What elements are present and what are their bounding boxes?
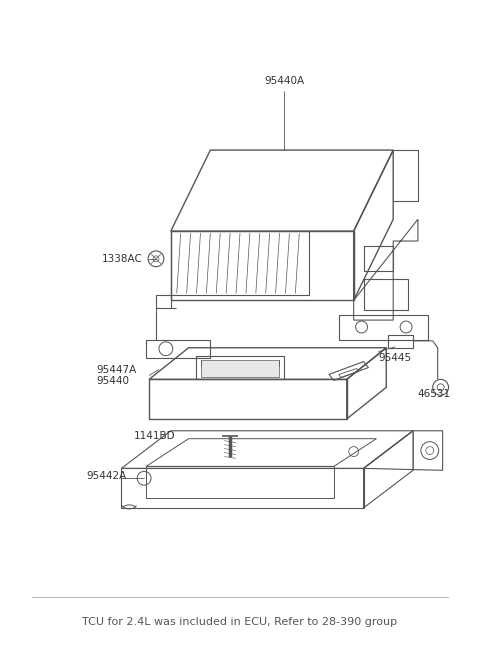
Text: 95442A: 95442A: [87, 471, 127, 481]
Text: 95440: 95440: [96, 377, 130, 386]
Polygon shape: [202, 360, 278, 377]
Text: 46531: 46531: [418, 389, 451, 399]
Text: 95447A: 95447A: [96, 365, 137, 375]
Text: 95440A: 95440A: [264, 76, 304, 86]
Text: 95445: 95445: [378, 352, 411, 363]
Text: 1141BD: 1141BD: [134, 431, 176, 441]
Text: TCU for 2.4L was included in ECU, Refer to 28-390 group: TCU for 2.4L was included in ECU, Refer …: [83, 616, 397, 627]
Text: 1338AC: 1338AC: [102, 253, 143, 264]
